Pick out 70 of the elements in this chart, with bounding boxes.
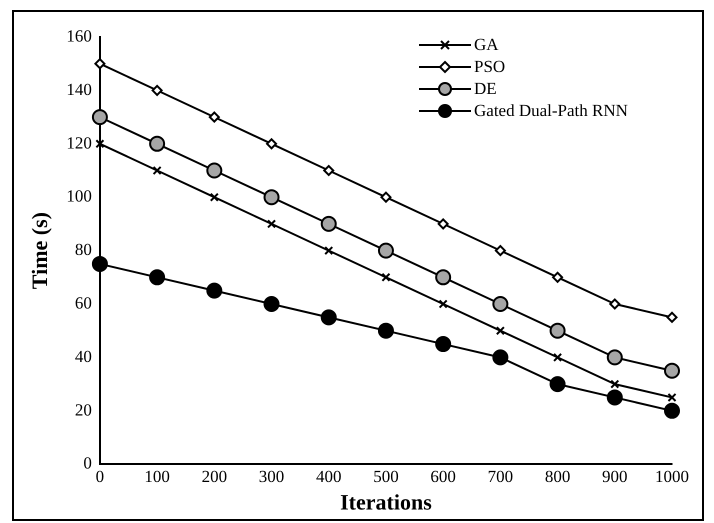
point: [550, 322, 566, 339]
y-tick-label: 160: [66, 26, 92, 46]
point: [438, 299, 448, 309]
point: [266, 138, 278, 150]
x-tick-label: 800: [544, 466, 570, 486]
point: [94, 58, 106, 70]
x-tick-label: 200: [202, 466, 228, 486]
x-tick-label: 0: [96, 466, 104, 486]
point: [435, 269, 452, 286]
point: [320, 309, 337, 326]
point: [492, 349, 508, 366]
y-tick-label: 40: [74, 346, 92, 366]
x-tick-label: 400: [316, 466, 342, 486]
point: [378, 322, 394, 339]
point: [550, 376, 566, 392]
point: [324, 246, 334, 256]
point: [438, 218, 449, 230]
y-tick-label: 100: [66, 186, 92, 206]
point: [380, 192, 392, 203]
point: [152, 166, 162, 176]
point: [152, 84, 163, 96]
x-tick-label: 700: [488, 466, 514, 486]
point: [266, 219, 276, 228]
x-tick-label: 900: [602, 466, 628, 486]
point: [92, 256, 108, 272]
point: [323, 165, 334, 176]
point: [381, 272, 390, 282]
legend-label: DE: [474, 78, 497, 100]
y-tick-label: 80: [74, 240, 92, 260]
point: [92, 109, 108, 126]
point: [149, 269, 166, 286]
point: [606, 389, 623, 406]
x-tick-label: 600: [430, 466, 456, 486]
legend-label: GA: [474, 34, 499, 56]
point: [666, 312, 678, 323]
point: [496, 326, 505, 336]
x-tick-label: 500: [373, 466, 399, 486]
y-tick-label: 20: [74, 400, 92, 420]
point: [606, 349, 623, 366]
y-tick-label: 120: [66, 133, 92, 152]
point: [206, 282, 222, 299]
point: [492, 296, 508, 312]
point: [320, 216, 337, 232]
x-tick-label: 100: [144, 466, 170, 486]
point: [664, 402, 680, 419]
y-axis-title: Time (s): [26, 212, 52, 290]
point: [149, 136, 166, 152]
point: [435, 336, 452, 352]
point: [208, 112, 220, 123]
x-tick-label: 300: [258, 466, 284, 486]
legend-label: PSO: [474, 56, 506, 78]
point: [552, 272, 564, 283]
point: [206, 162, 222, 178]
point: [95, 139, 104, 148]
point: [378, 242, 394, 259]
point: [667, 392, 677, 402]
point: [264, 296, 280, 312]
y-tick-label: 0: [83, 454, 92, 473]
legend-label: Gated Dual-Path RNN: [474, 100, 628, 122]
point: [553, 352, 562, 362]
point: [610, 380, 620, 389]
y-tick-label: 140: [66, 80, 92, 99]
point: [664, 362, 680, 379]
point: [609, 298, 620, 310]
point: [264, 189, 280, 206]
y-tick-label: 60: [74, 293, 92, 312]
point: [494, 245, 506, 256]
point: [210, 192, 219, 202]
x-axis-title: Iterations: [340, 489, 432, 514]
x-tick-label: 1000: [655, 466, 689, 486]
